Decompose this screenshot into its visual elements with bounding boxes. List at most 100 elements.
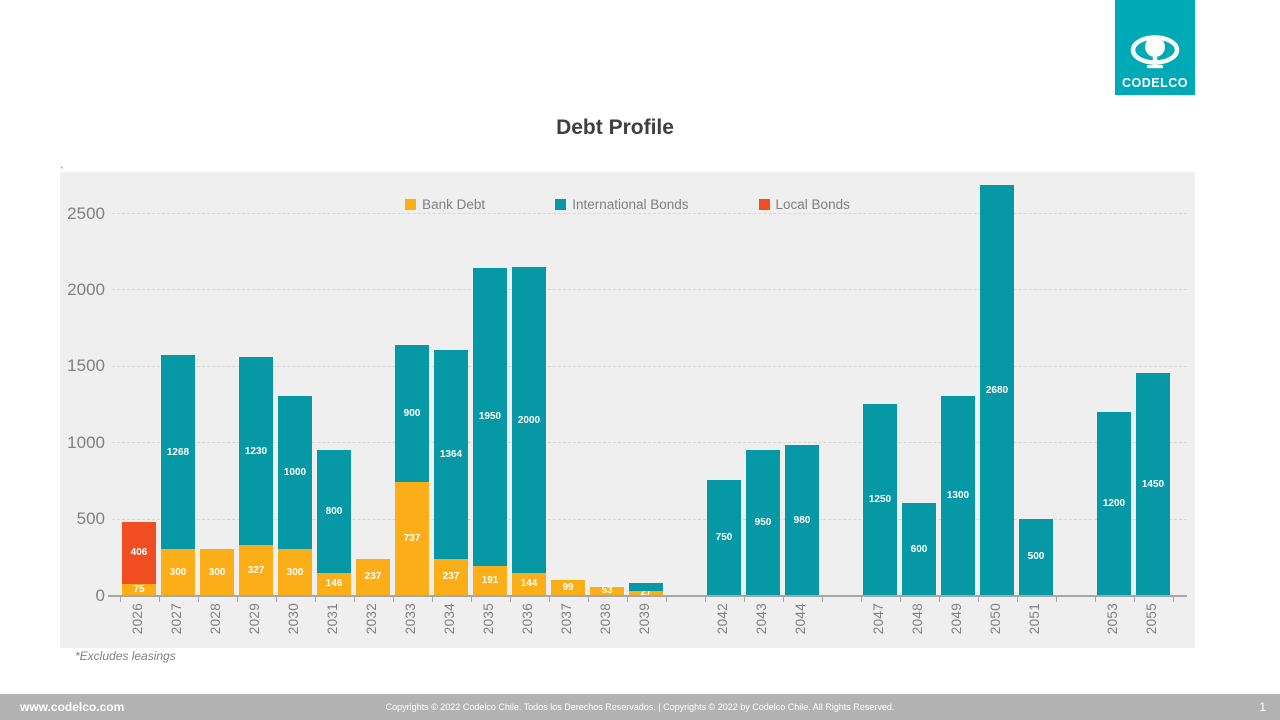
legend-swatch-icon [758, 199, 770, 210]
x-axis-line [108, 595, 1187, 597]
x-axis-label: 2048 [910, 603, 925, 635]
bar-value-label: 144 [520, 578, 538, 590]
footer-copyright: Copyrights © 2022 Codelco Chile. Todos l… [385, 702, 895, 712]
gridline [112, 442, 1187, 444]
legend-swatch-icon [405, 199, 417, 210]
y-axis-label: 0 [95, 585, 105, 605]
bar-value-label: 1300 [946, 490, 970, 502]
bar-value-label: 800 [325, 506, 343, 518]
bar-value-label: 327 [247, 564, 265, 576]
bar-segment: 406 [122, 521, 156, 584]
bar-segment: 300 [161, 549, 195, 595]
bar-segment: 2680 [980, 185, 1014, 595]
gridline [112, 213, 1187, 214]
axis-tick [314, 597, 316, 602]
x-axis-label: 2053 [1105, 603, 1120, 635]
bar-segment: 75 [122, 583, 156, 595]
axis-tick [977, 597, 979, 602]
bar-segment: 53 [590, 585, 624, 596]
x-axis-label: 2034 [442, 603, 457, 635]
axis-tick [1016, 597, 1018, 602]
bar-value-label: 1450 [1141, 478, 1165, 490]
bar-segment: 950 [746, 449, 780, 595]
x-axis-label: 2044 [793, 603, 808, 635]
gridline [112, 289, 1187, 291]
legend-item: Local Bonds [758, 197, 850, 212]
bar-segment: 1950 [473, 267, 507, 566]
bar-segment: 146 [317, 572, 351, 595]
bar-segment: 237 [434, 558, 468, 595]
bar-segment: 144 [512, 572, 546, 595]
bar-value-label: 500 [1027, 551, 1045, 563]
x-axis-label: 2043 [754, 603, 769, 635]
bar-segment: 237 [356, 558, 390, 595]
codelco-logo: CODELCO [1115, 0, 1195, 95]
y-axis-label: 1000 [67, 432, 105, 452]
bar-value-label: 300 [286, 566, 304, 578]
axis-tick [860, 597, 862, 602]
bar-value-label: 1200 [1102, 497, 1126, 509]
bar-segment: 900 [395, 344, 429, 483]
bar-value-label: 75 [133, 583, 145, 595]
footer-page-number: 1 [1259, 700, 1266, 714]
x-axis-label: 2031 [325, 603, 340, 635]
bar-value-label: 300 [169, 566, 187, 578]
axis-tick [782, 597, 784, 602]
codelco-logo-text: CODELCO [1122, 76, 1188, 90]
legend-label: Local Bonds [775, 197, 850, 212]
legend-item: International Bonds [555, 197, 689, 212]
bar-value-label: 1950 [478, 411, 502, 423]
bar-value-label: 146 [325, 578, 343, 590]
bar-segment: 99 [551, 579, 585, 595]
page-title: Debt Profile [556, 116, 674, 139]
y-axis-label: 1500 [67, 356, 105, 376]
bar-segment: 600 [902, 503, 936, 595]
axis-tick [197, 597, 199, 602]
bar-value-label: 406 [130, 547, 148, 559]
x-axis-label: 2050 [988, 603, 1003, 635]
x-axis-label: 2051 [1027, 603, 1042, 635]
bar-segment: 1300 [941, 396, 975, 595]
axis-tick [899, 597, 901, 602]
gridline [112, 518, 1187, 520]
bar-value-label: 750 [715, 532, 733, 544]
bar-value-label: 1250 [868, 494, 892, 505]
bar-value-label: 2680 [985, 384, 1009, 396]
bar-segment: 1364 [434, 350, 468, 559]
axis-tick [275, 597, 277, 602]
bar-segment: 2000 [512, 267, 546, 573]
bar-value-label: 600 [910, 543, 928, 555]
x-axis-label: 2032 [364, 603, 379, 635]
axis-tick [353, 597, 355, 602]
x-axis-label: 2029 [247, 603, 262, 635]
bar-segment: 1450 [1136, 373, 1170, 595]
bar-segment: 1200 [1097, 411, 1131, 595]
bar-value-label: 300 [208, 566, 226, 578]
x-axis-label: 2055 [1144, 603, 1159, 635]
bar-value-label: 1364 [439, 449, 463, 461]
bar-segment: 980 [785, 445, 819, 595]
legend-item: Bank Debt [405, 197, 485, 212]
bar-value-label: 1000 [283, 467, 307, 479]
bar-segment: 327 [239, 545, 273, 595]
bar-value-label: 737 [403, 533, 421, 545]
axis-tick [470, 597, 472, 602]
axis-tick [704, 597, 706, 602]
x-axis-label: 2028 [208, 603, 223, 635]
bar-value-label: 950 [754, 516, 772, 528]
legend-label: International Bonds [572, 197, 689, 212]
axis-tick [158, 597, 160, 602]
x-axis-label: 2033 [403, 603, 418, 635]
axis-tick [1094, 597, 1096, 602]
x-axis-label: 2035 [481, 603, 496, 635]
bar-value-label: 1268 [166, 446, 190, 458]
axis-tick [821, 597, 823, 602]
bar-value-label: 980 [793, 514, 811, 526]
bar-segment: 300 [200, 549, 234, 595]
x-axis-label: 2027 [169, 603, 184, 635]
bar-segment: 1268 [161, 355, 195, 550]
bar-value-label: 99 [562, 581, 574, 593]
bar-segment: 1230 [239, 357, 273, 546]
chart-legend: Bank Debt International Bonds Local Bonds [60, 197, 1195, 212]
bar-segment: 1000 [278, 396, 312, 550]
